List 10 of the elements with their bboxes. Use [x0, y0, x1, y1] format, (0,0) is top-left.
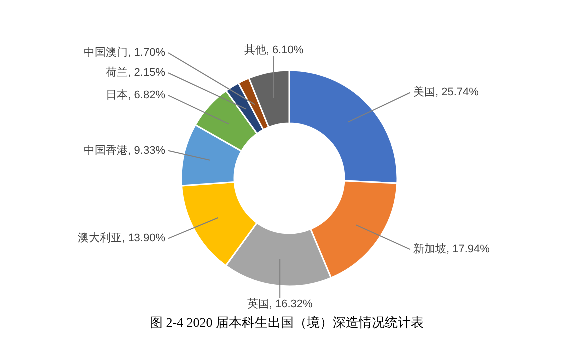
slice-label: 新加坡, 17.94% — [414, 242, 490, 256]
slice-label: 中国香港, 9.33% — [84, 144, 166, 157]
slice-label: 中国澳门, 1.70% — [84, 46, 166, 60]
text: 图 2-4 2020 届本科生出国（境）深造情况统计表 — [150, 315, 424, 330]
slice-label: 美国, 25.74% — [414, 86, 480, 99]
slice-label: 荷兰, 2.15% — [106, 66, 166, 80]
slice-label: 英国, 16.32% — [247, 298, 314, 310]
slice-label: 其他, 6.10% — [244, 44, 304, 56]
slice-label: 日本, 6.82% — [106, 88, 166, 102]
slice-label: 澳大利亚, 13.90% — [78, 232, 166, 245]
